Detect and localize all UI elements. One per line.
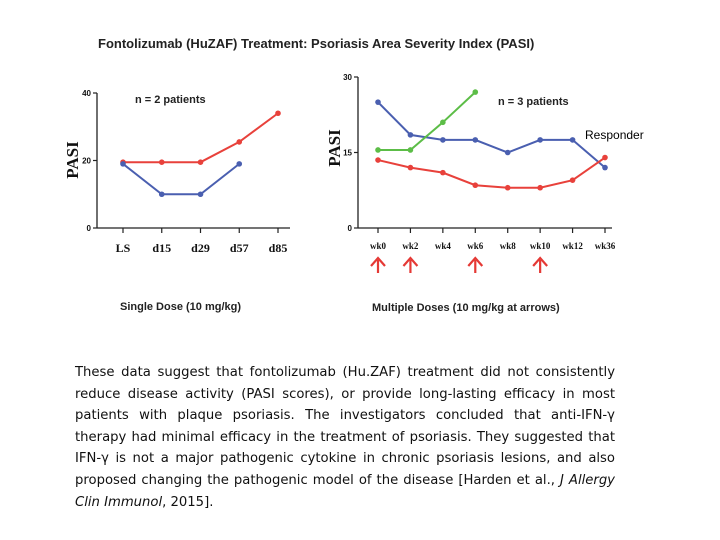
left-x-tick-label: d29 (191, 241, 210, 255)
left-series-line-red (123, 112, 279, 164)
right-x-tick-label: wk6 (467, 241, 484, 251)
left-x-tick-label: d85 (269, 241, 288, 255)
left-data-point-blue (236, 161, 243, 167)
left-x-tick-label: d57 (230, 241, 249, 255)
left-data-point-blue (197, 191, 204, 198)
right-y-tick-label: 15 (343, 149, 352, 158)
right-data-point-red (602, 154, 608, 161)
right-data-point-green (407, 147, 414, 153)
right-x-tick-label: wk0 (370, 241, 387, 251)
right-data-point-blue (537, 137, 543, 143)
left-annotation: n = 2 patients (135, 94, 206, 106)
right-data-point-blue (569, 137, 576, 143)
caption-text: These data suggest that fontolizumab (Hu… (75, 365, 615, 488)
left-xaxis-title: Single Dose (10 mg/kg) (120, 301, 241, 313)
right-ylabel: PASI (325, 129, 344, 167)
right-data-point-green (375, 147, 381, 153)
caption-tail: , 2015]. (162, 494, 214, 510)
right-data-point-green (440, 119, 446, 126)
left-data-point-red (158, 159, 165, 165)
right-x-tick-label: wk2 (402, 241, 419, 251)
right-data-point-red (569, 177, 576, 183)
dose-arrow-head (402, 256, 419, 267)
left-series-line-blue (122, 163, 240, 196)
left-data-point-red (275, 110, 281, 117)
dose-arrow-head (467, 256, 484, 267)
figure-title: Fontolizumab (HuZAF) Treatment: Psoriasi… (98, 36, 535, 51)
right-data-point-blue (504, 149, 511, 156)
right-data-point-red (537, 184, 543, 191)
right-xaxis-title: Multiple Doses (10 mg/kg at arrows) (372, 302, 560, 314)
left-data-point-blue (158, 191, 165, 198)
left-data-point-red (197, 159, 204, 165)
caption-paragraph: These data suggest that fontolizumab (Hu… (75, 362, 615, 513)
caption-journal: J Allergy Clin Immunol (75, 472, 615, 510)
right-data-point-green (472, 89, 479, 95)
left-x-tick-label: LS (116, 241, 131, 255)
right-data-point-red (472, 182, 479, 189)
right-data-point-blue (472, 137, 479, 143)
right-x-tick-label: wk4 (435, 241, 452, 251)
right-y-tick-label: 0 (348, 224, 353, 233)
left-ylabel: PASI (63, 141, 82, 179)
right-x-tick-label: wk36 (595, 241, 616, 251)
right-series-line-green (378, 91, 476, 151)
right-data-point-red (440, 169, 446, 176)
dose-arrow-head (370, 256, 386, 267)
right-data-point-red (407, 164, 414, 171)
pasi-charts: PASI n = 2 patients Single Dose (10 mg/k… (63, 73, 616, 314)
responder-label: Responder (585, 128, 644, 142)
multiple-dose-chart: PASI n = 3 patients Multiple Doses (10 m… (325, 73, 616, 314)
right-data-point-blue (440, 137, 446, 143)
right-x-tick-label: wk10 (530, 241, 551, 251)
right-annotation: n = 3 patients (498, 96, 569, 108)
right-x-tick-label: wk8 (500, 241, 517, 251)
right-series-line-blue (377, 101, 606, 169)
left-y-tick-label: 0 (87, 224, 92, 233)
left-y-tick-label: 40 (82, 89, 91, 98)
right-data-point-blue (375, 99, 381, 105)
right-data-point-blue (407, 132, 414, 138)
dose-arrow-head (532, 256, 548, 267)
left-y-tick-label: 20 (82, 157, 91, 166)
left-x-tick-label: d15 (152, 241, 171, 255)
left-data-point-red (236, 139, 243, 145)
right-data-point-red (504, 184, 511, 191)
single-dose-chart: PASI n = 2 patients Single Dose (10 mg/k… (63, 89, 290, 313)
right-series-line-red (377, 156, 606, 189)
right-data-point-red (375, 157, 381, 163)
right-x-tick-label: wk12 (562, 241, 583, 251)
left-data-point-blue (120, 161, 126, 167)
right-data-point-blue (602, 164, 608, 171)
right-y-tick-label: 30 (343, 73, 352, 82)
